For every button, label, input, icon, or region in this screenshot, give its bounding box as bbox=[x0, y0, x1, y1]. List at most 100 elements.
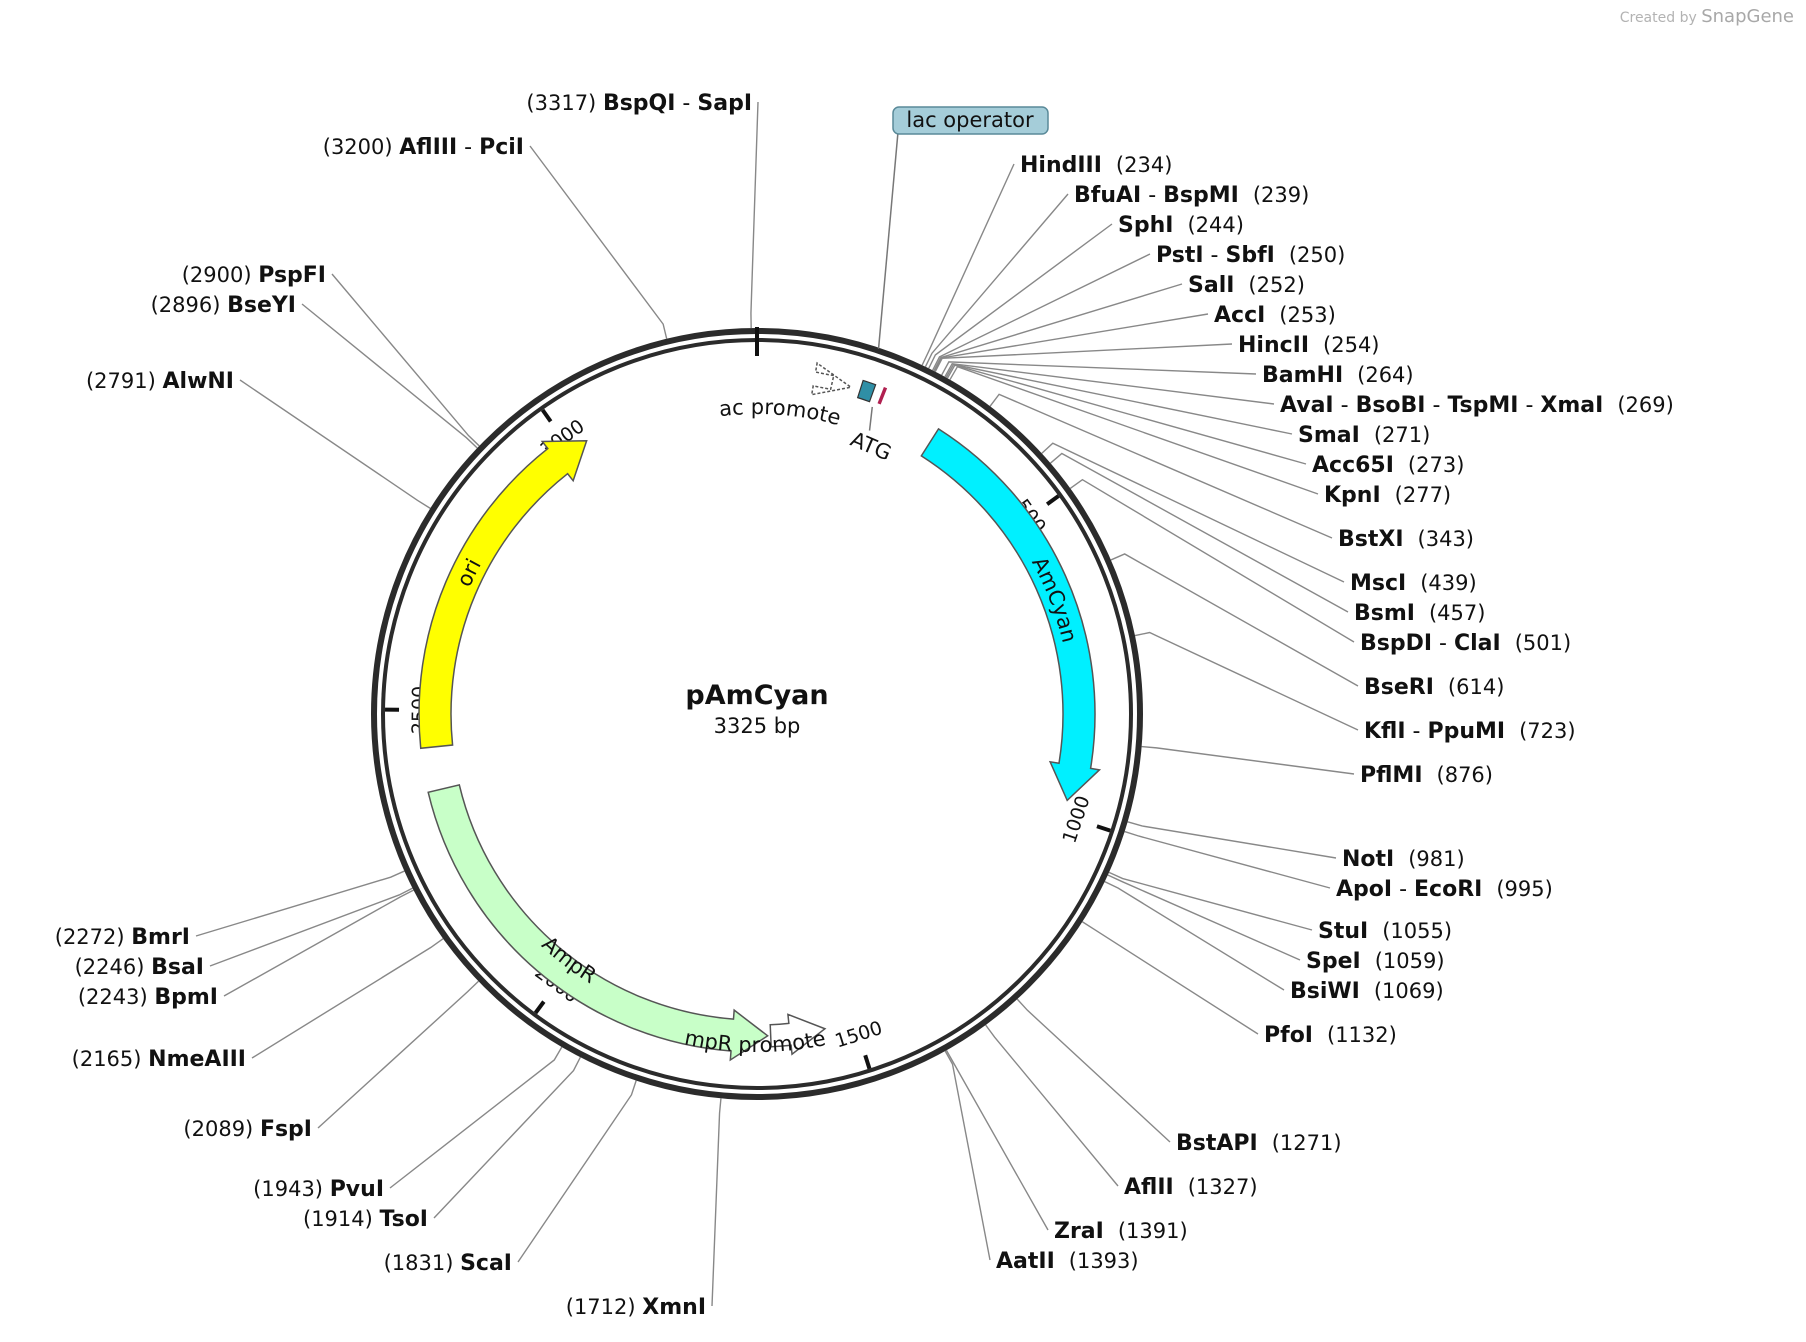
site-bseri[interactable]: BseRI (614) bbox=[1364, 675, 1504, 700]
site-position: (1391) bbox=[1118, 1219, 1188, 1243]
site-smai[interactable]: SmaI (271) bbox=[1298, 423, 1430, 448]
site-position: (1393) bbox=[1069, 1249, 1139, 1273]
enzyme-name: BseYI bbox=[227, 293, 296, 318]
site-bspdi-clai-leader bbox=[1069, 478, 1355, 643]
site-afliii-pcii[interactable]: (3200) AflIII - PciI bbox=[323, 135, 524, 160]
site-acci-text: AccI (253) bbox=[1214, 303, 1336, 328]
site-tsoi[interactable]: (1914) TsoI bbox=[303, 1207, 428, 1232]
tick-mark-1500 bbox=[863, 1054, 872, 1070]
site-pflmi[interactable]: PflMI (876) bbox=[1360, 763, 1493, 788]
site-bamhi-text: BamHI (264) bbox=[1262, 363, 1414, 388]
enzyme-name: BsaI bbox=[151, 955, 204, 980]
feature-atg-leader bbox=[868, 406, 873, 431]
feature-lac-operator-leader bbox=[877, 131, 899, 349]
site-bpmi-text: (2243) BpmI bbox=[78, 985, 218, 1010]
site-psti-sbfi[interactable]: PstI - SbfI (250) bbox=[1156, 243, 1345, 268]
site-bstxi-leader bbox=[989, 393, 1333, 539]
site-kfli-ppumi[interactable]: KflI - PpuMI (723) bbox=[1364, 719, 1576, 744]
site-afliii-pcii-leader bbox=[529, 145, 668, 339]
site-position: (876) bbox=[1437, 763, 1493, 787]
enzyme-name: Acc65I bbox=[1312, 453, 1394, 478]
site-position: (2089) bbox=[183, 1117, 260, 1141]
site-bseri-leader bbox=[1110, 553, 1359, 687]
site-bsmi[interactable]: BsmI (457) bbox=[1354, 601, 1485, 626]
site-kpni[interactable]: KpnI (277) bbox=[1324, 483, 1451, 508]
site-acc65i[interactable]: Acc65I (273) bbox=[1312, 453, 1464, 478]
site-bpmi-leader bbox=[223, 889, 414, 997]
site-bsai-text: (2246) BsaI bbox=[75, 955, 204, 980]
enzyme-name: BspDI bbox=[1360, 631, 1432, 656]
site-sphi-leader bbox=[928, 223, 1113, 369]
site-pfoi-text: PfoI (1132) bbox=[1264, 1023, 1397, 1048]
site-pvui[interactable]: (1943) PvuI bbox=[253, 1177, 384, 1202]
site-bsiwi[interactable]: BsiWI (1069) bbox=[1290, 979, 1444, 1004]
site-bsai[interactable]: (2246) BsaI bbox=[75, 955, 204, 980]
site-bmri-text: (2272) BmrI bbox=[55, 925, 190, 950]
site-avai-bsobi-tspmi-xmai[interactable]: AvaI - BsoBI - TspMI - XmaI (269) bbox=[1280, 393, 1674, 418]
site-aatii-text: AatII (1393) bbox=[996, 1249, 1139, 1274]
tick-mark-2000 bbox=[533, 1000, 546, 1015]
enzyme-name: AflII bbox=[1124, 1175, 1174, 1200]
site-nmeaiii-text: (2165) NmeAIII bbox=[72, 1047, 246, 1072]
site-pspfi[interactable]: (2900) PspFI bbox=[182, 263, 326, 288]
site-sphi[interactable]: SphI (244) bbox=[1118, 213, 1244, 238]
site-bamhi[interactable]: BamHI (264) bbox=[1262, 363, 1414, 388]
site-bstxi[interactable]: BstXI (343) bbox=[1338, 527, 1474, 552]
feature-lac-promoter-label: lac promoter bbox=[0, 0, 843, 430]
site-stui[interactable]: StuI (1055) bbox=[1318, 919, 1452, 944]
site-pfoi[interactable]: PfoI (1132) bbox=[1264, 1023, 1397, 1048]
site-bseyi[interactable]: (2896) BseYI bbox=[151, 293, 296, 318]
site-bpmi[interactable]: (2243) BpmI bbox=[78, 985, 218, 1010]
site-hincii-text: HincII (254) bbox=[1238, 333, 1380, 358]
site-position: (457) bbox=[1429, 601, 1485, 625]
site-alwni[interactable]: (2791) AlwNI bbox=[86, 369, 234, 394]
feature-lac-operator-tag bbox=[892, 106, 1049, 135]
site-apoi-ecori[interactable]: ApoI - EcoRI (995) bbox=[1336, 877, 1553, 902]
enzyme-name: PpuMI bbox=[1427, 719, 1505, 744]
site-bfuai-bspmi[interactable]: BfuAI - BspMI (239) bbox=[1074, 183, 1309, 208]
enzyme-name: MscI bbox=[1350, 571, 1406, 596]
site-bmri[interactable]: (2272) BmrI bbox=[55, 925, 190, 950]
site-tsoi-text: (1914) TsoI bbox=[303, 1207, 428, 1232]
site-scai[interactable]: (1831) ScaI bbox=[384, 1251, 512, 1276]
site-position: (1059) bbox=[1375, 949, 1445, 973]
site-acci[interactable]: AccI (253) bbox=[1214, 303, 1336, 328]
site-aflii[interactable]: AflII (1327) bbox=[1124, 1175, 1258, 1200]
site-bspqi-sapi[interactable]: (3317) BspQI - SapI bbox=[526, 91, 752, 116]
enzyme-name: AvaI bbox=[1280, 393, 1334, 418]
enzyme-name: PvuI bbox=[330, 1177, 384, 1202]
site-psti-sbfi-text: PstI - SbfI (250) bbox=[1156, 243, 1345, 268]
enzyme-name: BfuAI bbox=[1074, 183, 1141, 208]
site-nmeaiii[interactable]: (2165) NmeAIII bbox=[72, 1047, 246, 1072]
site-msci[interactable]: MscI (439) bbox=[1350, 571, 1477, 596]
site-zrai-leader bbox=[945, 1049, 1049, 1231]
site-apoi-ecori-text: ApoI - EcoRI (995) bbox=[1336, 877, 1553, 902]
site-position: (1055) bbox=[1382, 919, 1452, 943]
site-sphi-text: SphI (244) bbox=[1118, 213, 1244, 238]
site-xmni-leader bbox=[711, 1098, 722, 1307]
site-spei[interactable]: SpeI (1059) bbox=[1306, 949, 1445, 974]
site-bstapi[interactable]: BstAPI (1271) bbox=[1176, 1131, 1342, 1156]
site-fspi[interactable]: (2089) FspI bbox=[183, 1117, 312, 1142]
enzyme-name: SmaI bbox=[1298, 423, 1360, 448]
enzyme-name: XmnI bbox=[642, 1295, 706, 1320]
site-position: (2272) bbox=[55, 925, 132, 949]
site-hindiii[interactable]: HindIII (234) bbox=[1020, 153, 1172, 178]
site-zrai[interactable]: ZraI (1391) bbox=[1054, 1219, 1188, 1244]
site-xmni-text: (1712) XmnI bbox=[566, 1295, 706, 1320]
site-aatii[interactable]: AatII (1393) bbox=[996, 1249, 1139, 1274]
site-nmeaiii-leader bbox=[251, 938, 444, 1059]
enzyme-name: BspQI bbox=[603, 91, 676, 116]
site-hincii[interactable]: HincII (254) bbox=[1238, 333, 1380, 358]
site-bspdi-clai[interactable]: BspDI - ClaI (501) bbox=[1360, 631, 1571, 656]
site-bsmi-leader bbox=[1049, 452, 1349, 613]
site-noti[interactable]: NotI (981) bbox=[1342, 847, 1465, 872]
site-xmni[interactable]: (1712) XmnI bbox=[566, 1295, 706, 1320]
site-position: (1069) bbox=[1374, 979, 1444, 1003]
tick-mark-3000 bbox=[540, 408, 553, 423]
site-position: (2243) bbox=[78, 985, 155, 1009]
site-sali[interactable]: SalI (252) bbox=[1188, 273, 1305, 298]
site-tsoi-leader bbox=[433, 1056, 582, 1219]
site-spei-leader bbox=[1107, 874, 1301, 961]
